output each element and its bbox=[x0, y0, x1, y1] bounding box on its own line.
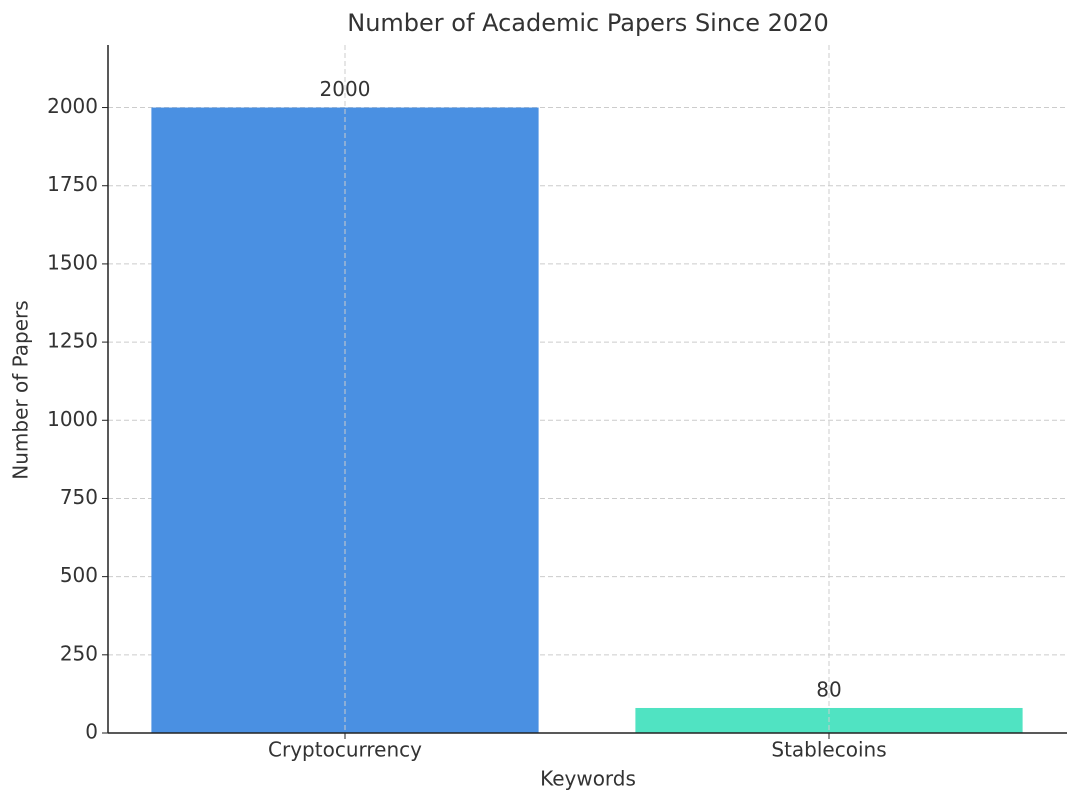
y-tick-label: 2000 bbox=[47, 94, 98, 118]
y-tick-label: 0 bbox=[85, 720, 98, 744]
y-tick-label: 1000 bbox=[47, 407, 98, 431]
x-tick-label: Cryptocurrency bbox=[268, 738, 422, 762]
y-tick-label: 1500 bbox=[47, 250, 98, 274]
y-tick-label: 750 bbox=[60, 485, 98, 509]
y-axis-label: Number of Papers bbox=[9, 300, 33, 479]
x-axis-label: Keywords bbox=[540, 767, 636, 791]
y-tick-label: 1750 bbox=[47, 172, 98, 196]
y-tick-label: 250 bbox=[60, 641, 98, 665]
x-tick-label: Stablecoins bbox=[771, 738, 886, 762]
bar bbox=[151, 107, 539, 733]
y-tick-label: 1250 bbox=[47, 329, 98, 353]
chart-title: Number of Academic Papers Since 2020 bbox=[347, 9, 828, 37]
y-tick-label: 500 bbox=[60, 563, 98, 587]
